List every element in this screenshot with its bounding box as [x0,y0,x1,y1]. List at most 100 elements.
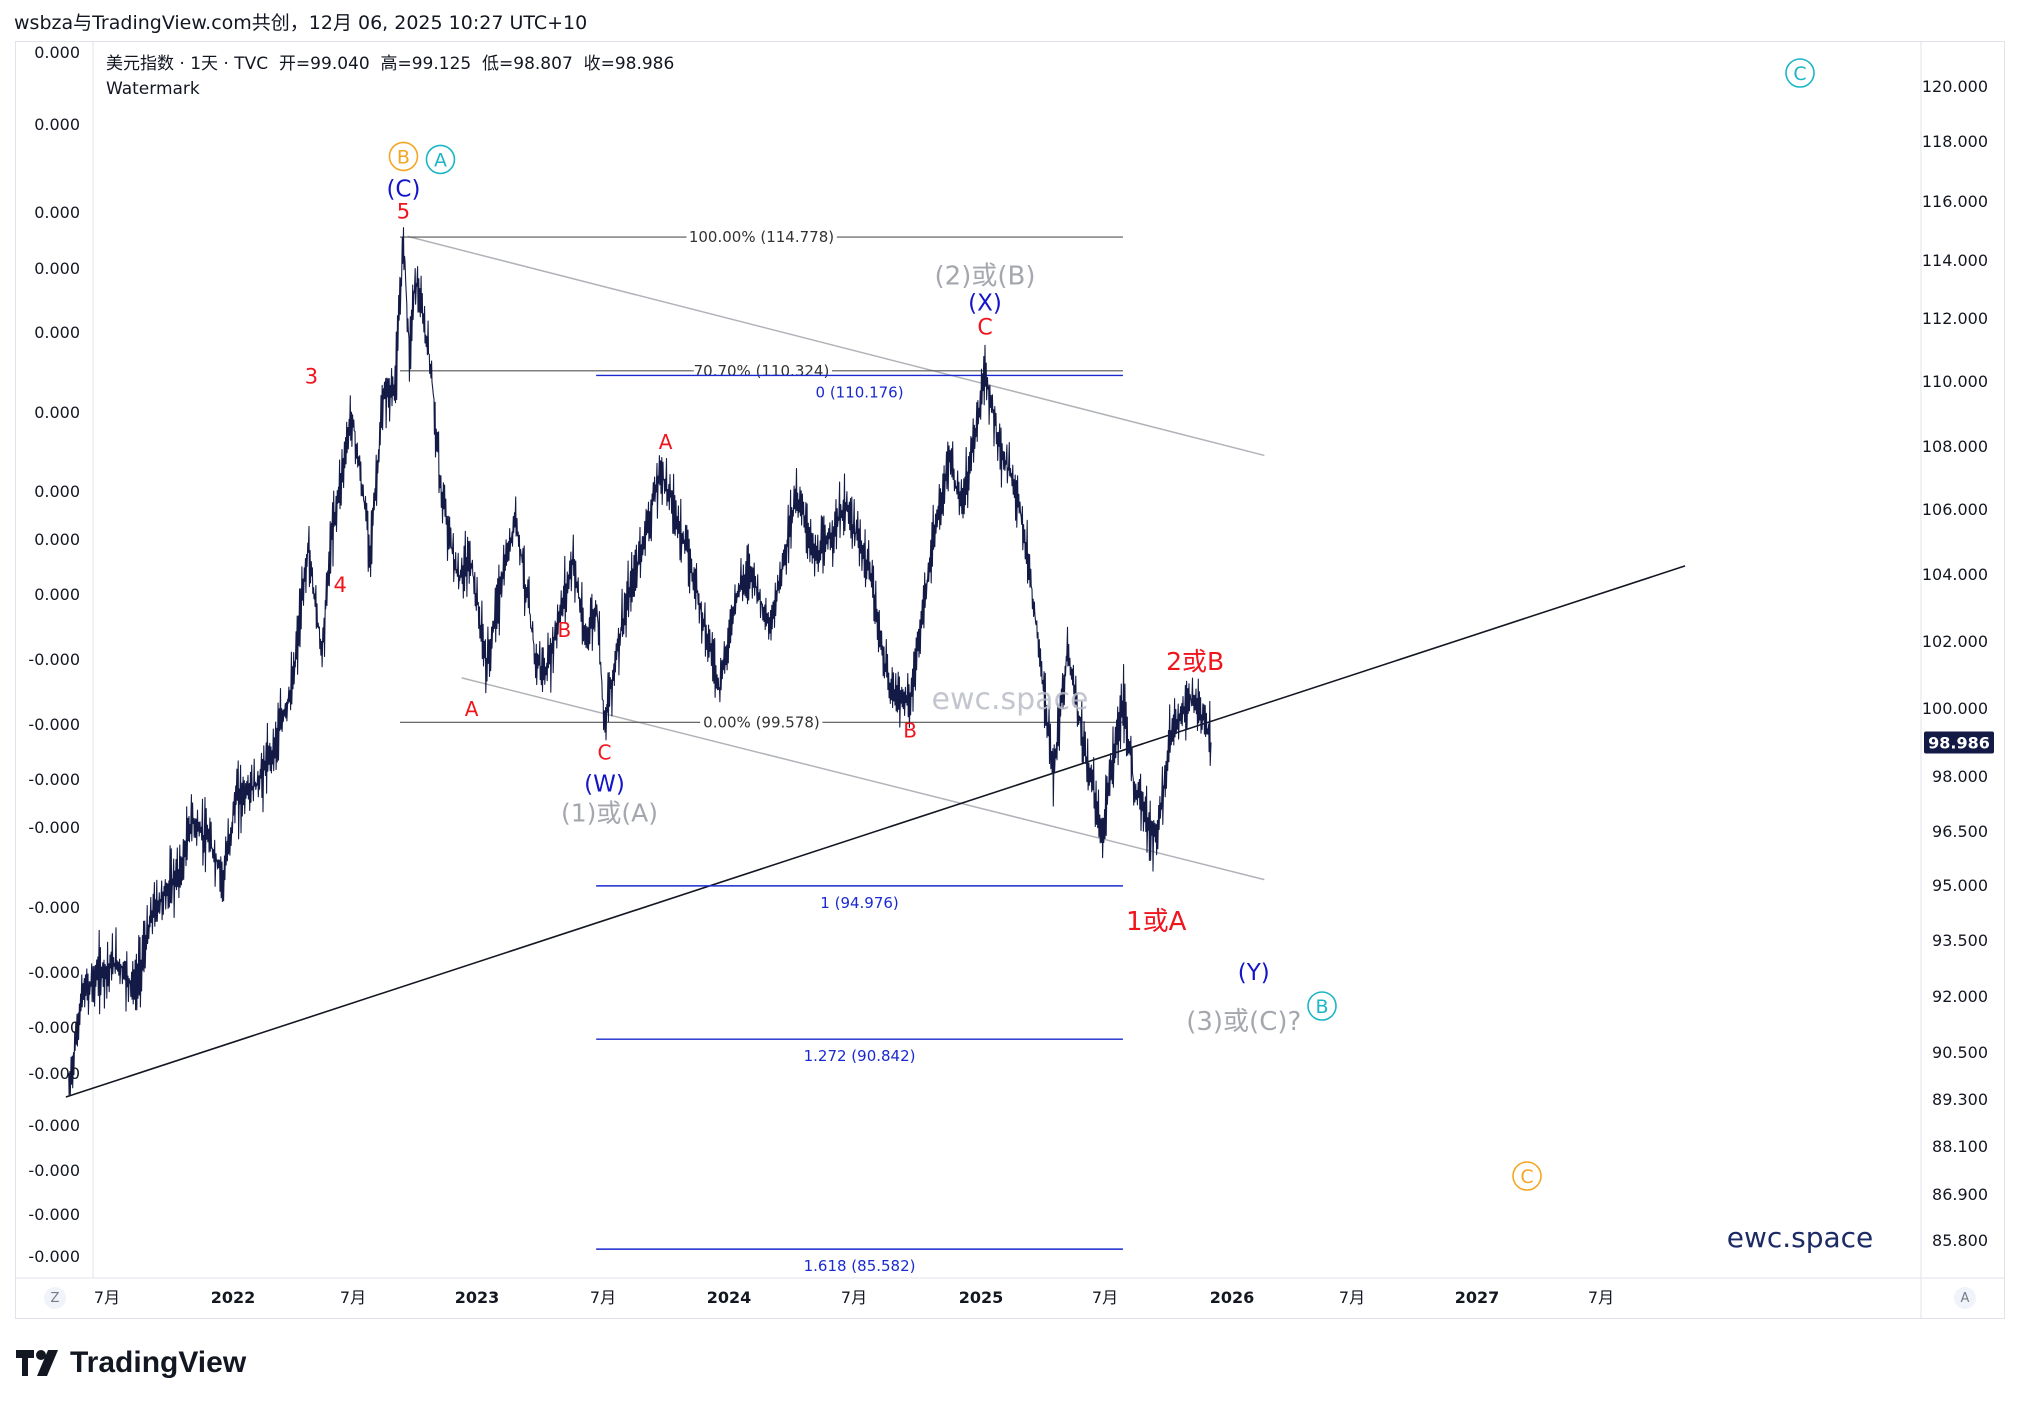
circled-wave-label-ring [1307,991,1337,1021]
high-value: 高=99.125 [380,54,472,74]
left-axis-tick-label: 0.000 [34,585,80,604]
circled-wave-label-text: C [1520,1166,1533,1188]
time-axis-tick-label: 2022 [211,1288,256,1307]
circled-wave-label-text: B [397,146,410,168]
fib-extension-level-label: 1.618 (85.582) [804,1257,916,1275]
channel-upper-line [407,235,1265,457]
time-axis-tick-label: 2024 [707,1288,752,1307]
wave-label-red: 1或A [1126,907,1187,937]
wave-label-blue: (X) [968,291,1002,317]
left-axis-tick-label: -0.000 [28,818,80,837]
auto-scale-left-button[interactable]: Z [44,1287,66,1309]
right-axis-tick-label: 120.000 [1922,77,1988,96]
right-axis-tick-label: 110.000 [1922,372,1988,391]
time-axis-tick-label: 7月 [94,1288,120,1307]
fib-extension-level-label: 1 (94.976) [820,894,899,912]
left-axis-tick-label: 0.000 [34,259,80,278]
last-price-badge-label: 98.986 [1928,733,1990,752]
circled-wave-label-ring [1785,58,1815,88]
left-axis-tick-label: -0.000 [28,963,80,982]
left-axis-tick-label: 0.000 [34,530,80,549]
time-axis-tick-label: 7月 [590,1288,616,1307]
right-axis-tick-label: 88.100 [1932,1137,1988,1156]
wave-label-gray: (1)或(A) [561,799,658,828]
wave-label-red: B [903,718,917,742]
left-axis-tick-label: -0.000 [28,1064,80,1083]
wave-label-red: B [558,618,572,642]
right-axis-tick-label: 85.800 [1932,1231,1988,1250]
right-axis-tick-label: 116.000 [1922,192,1988,211]
circled-wave-label-text: A [434,149,447,171]
symbol-name[interactable]: 美元指数 · 1天 · TVC [106,54,269,74]
left-axis-tick-label: -0.000 [28,1116,80,1135]
left-axis-tick-label: -0.000 [28,898,80,917]
wave-label-red: C [977,316,992,341]
fib-retracement-level-label: 100.00% (114.778) [689,228,834,246]
right-axis-tick-label: 104.000 [1922,565,1988,584]
channel-lower-line [461,677,1265,881]
corner-watermark: ewc.space [1727,1221,1874,1254]
chart-canvas[interactable]: 100.00% (114.778) 70.70% (110.324) 0.00% (… [0,0,2021,1340]
circled-wave-label-text: B [1315,996,1328,1018]
time-axis-tick-label: 7月 [340,1288,366,1307]
wave-label-red: A [465,697,479,721]
fib-extension-level-label: 0 (110.176) [816,383,904,401]
close-value: 收=98.986 [583,54,675,74]
circled-wave-label-ring [1512,1161,1542,1191]
tradingview-logo-icon [16,1350,58,1376]
wave-label-red: 3 [305,365,318,389]
wave-label-red: 2或B [1166,647,1224,676]
fib-retracement-level-label: 0.00% (99.578) [703,713,820,731]
left-axis-tick-label: 0.000 [34,323,80,342]
open-value: 开=99.040 [278,54,370,74]
auto-scale-right-button[interactable]: A [1954,1287,1976,1309]
chart-frame [15,41,2005,1319]
right-axis-tick-label: 118.000 [1922,132,1988,151]
right-axis-tick-label: 100.000 [1922,699,1988,718]
wave-label-blue: (W) [584,772,625,798]
circled-wave-label-teal: C [1785,58,1815,88]
symbol-legend[interactable]: 美元指数 · 1天 · TVC 开=99.040 高=99.125 低=98.8… [106,52,674,102]
right-axis-tick-label: 102.000 [1922,632,1988,651]
price-series-line [68,227,1212,1096]
wave-label-gray: (3)或(C)? [1186,1007,1301,1037]
time-axis-tick-label: 7月 [1339,1288,1365,1307]
right-axis-tick-label: 93.500 [1932,931,1988,950]
right-axis-tick-label: 90.500 [1932,1043,1988,1062]
circled-wave-label-text: C [1793,63,1806,85]
left-axis-tick-label: 0.000 [34,115,80,134]
time-axis-tick-label: 7月 [841,1288,867,1307]
left-axis-tick-label: -0.000 [28,770,80,789]
time-axis-tick-label: 2023 [455,1288,500,1307]
wave-label-blue: (Y) [1238,960,1270,986]
fib-extension-level-label: 1.272 (90.842) [804,1047,916,1065]
right-axis-tick-label: 95.000 [1932,876,1988,895]
time-axis-tick-label: 2025 [959,1288,1004,1307]
right-axis-tick-label: 98.000 [1932,767,1988,786]
center-watermark: ewc.space [931,682,1088,717]
last-price-badge [1924,731,1994,754]
wave-label-blue: (C) [386,176,420,202]
left-axis-tick-label: -0.000 [28,715,80,734]
right-axis-tick-label: 114.000 [1922,251,1988,270]
right-axis-tick-label: 86.900 [1932,1185,1988,1204]
left-axis-tick-label: -0.000 [28,1161,80,1180]
left-axis-tick-label: 0.000 [34,403,80,422]
right-axis-tick-label: 106.000 [1922,500,1988,519]
chart-snapshot-header: wsbza与TradingView.com共创，12月 06, 2025 10:… [14,12,588,34]
left-axis-tick-label: 0.000 [34,203,80,222]
circled-wave-label-ring [425,144,456,175]
left-axis-tick-label: -0.000 [28,1205,80,1224]
time-axis-tick-label: 7月 [1588,1288,1614,1307]
circled-wave-label-teal: B [1307,991,1337,1021]
left-axis-tick-label: 0.000 [34,482,80,501]
circled-wave-label-orange: C [1512,1161,1542,1191]
time-axis-tick-label: 7月 [1092,1288,1118,1307]
tradingview-logo[interactable]: TradingView [16,1346,246,1380]
wave-label-red: 4 [333,573,346,597]
wave-label-red: A [659,430,673,454]
time-axis-tick-label: 2027 [1455,1288,1500,1307]
watermark-indicator-label[interactable]: Watermark [106,79,200,99]
right-axis-tick-label: 108.000 [1922,437,1988,456]
right-axis-tick-label: 89.300 [1932,1090,1988,1109]
